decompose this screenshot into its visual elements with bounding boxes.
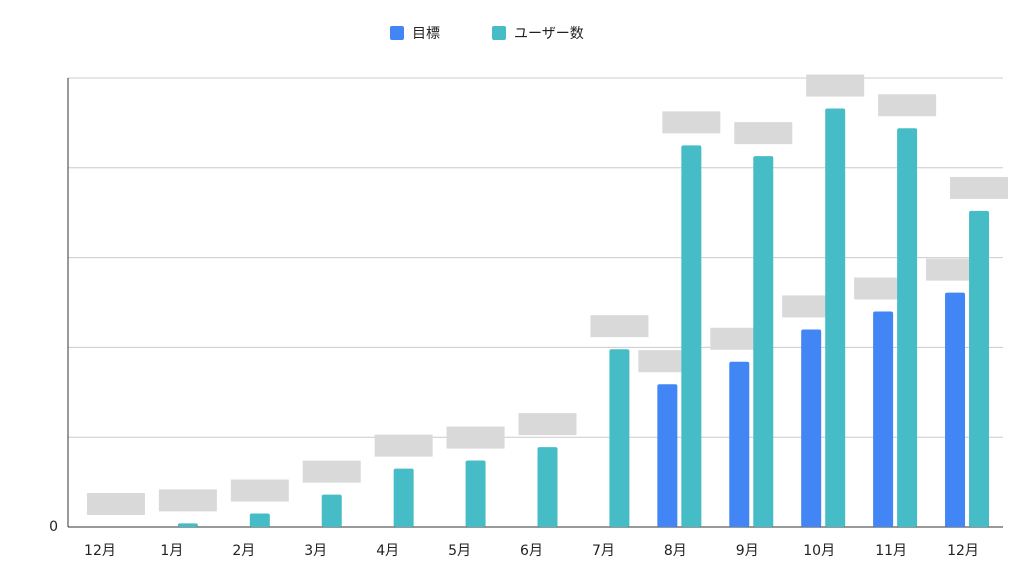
redacted-label bbox=[446, 426, 505, 449]
x-tick-label: 9月 bbox=[736, 543, 759, 559]
bar bbox=[393, 468, 414, 527]
x-tick-label: 11月 bbox=[875, 543, 907, 559]
redacted-label bbox=[374, 434, 433, 457]
bar bbox=[729, 361, 750, 527]
x-tick-label: 6月 bbox=[520, 543, 543, 559]
bar bbox=[969, 210, 990, 528]
redacted-label bbox=[878, 94, 937, 117]
bar bbox=[825, 108, 846, 528]
legend-label: 目標 bbox=[412, 26, 440, 42]
redacted-label bbox=[734, 122, 793, 145]
redacted-label bbox=[158, 489, 217, 512]
bar bbox=[753, 156, 774, 527]
redacted-label bbox=[230, 479, 289, 502]
x-tick-label: 12月 bbox=[84, 543, 116, 559]
x-tick-label: 10月 bbox=[803, 543, 835, 559]
bar bbox=[249, 513, 270, 527]
legend-swatch bbox=[492, 26, 506, 40]
x-tick-label: 1月 bbox=[160, 543, 183, 559]
bar bbox=[873, 311, 894, 527]
redacted-label bbox=[662, 111, 721, 134]
redacted-label bbox=[806, 74, 865, 97]
bar bbox=[897, 128, 918, 527]
x-tick-label: 12月 bbox=[947, 543, 979, 559]
bar bbox=[321, 494, 342, 527]
bar bbox=[801, 329, 822, 527]
y-tick-label: 0 bbox=[49, 519, 58, 535]
bar bbox=[945, 292, 966, 527]
redacted-label bbox=[518, 413, 577, 436]
x-tick-label: 4月 bbox=[376, 543, 399, 559]
legend-swatch bbox=[390, 26, 404, 40]
bar bbox=[177, 523, 198, 527]
redacted-label bbox=[950, 176, 1009, 199]
x-tick-label: 2月 bbox=[232, 543, 255, 559]
bar bbox=[681, 145, 702, 527]
bar bbox=[537, 447, 558, 527]
bar bbox=[657, 384, 678, 527]
legend-label: ユーザー数 bbox=[514, 26, 584, 42]
x-tick-label: 5月 bbox=[448, 543, 471, 559]
redacted-label bbox=[590, 315, 649, 338]
redacted-label bbox=[302, 460, 361, 483]
redacted-label bbox=[86, 493, 145, 515]
x-tick-label: 7月 bbox=[592, 543, 615, 559]
x-tick-label: 8月 bbox=[664, 543, 687, 559]
bar bbox=[465, 460, 486, 527]
bar bbox=[609, 349, 630, 527]
x-tick-label: 3月 bbox=[304, 543, 327, 559]
